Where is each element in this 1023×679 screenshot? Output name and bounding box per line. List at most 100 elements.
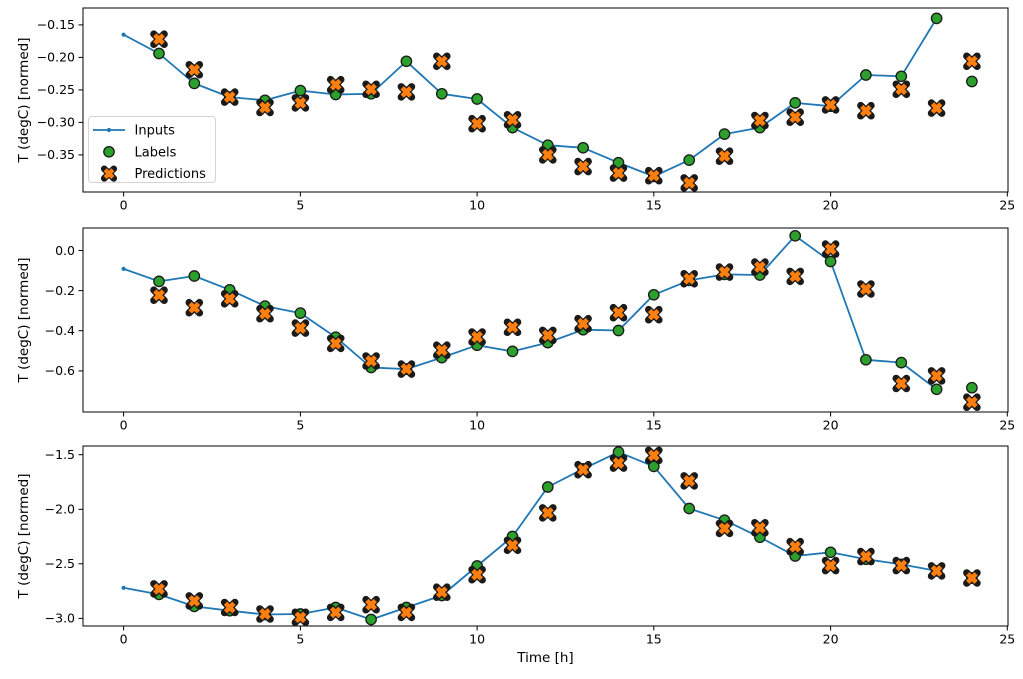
input-point-marker [121, 585, 126, 590]
prediction-x-marker [963, 569, 981, 587]
prediction-x-marker [362, 352, 380, 370]
x-marker-fill [930, 102, 943, 114]
prediction-x-marker [256, 98, 274, 117]
legend-label: Predictions [135, 167, 207, 182]
x-marker-fill [718, 266, 731, 278]
x-marker-fill [612, 457, 625, 469]
label-circle-marker [471, 93, 483, 105]
label-circle-marker [683, 154, 696, 166]
legend-row: Labels [103, 145, 177, 160]
label-circle-marker [824, 255, 837, 268]
y-tick-label: −3.0 [45, 611, 75, 626]
prediction-x-marker [503, 318, 522, 337]
legend-inputs-dot-sample [106, 127, 112, 133]
y-tick-label: −0.15 [37, 17, 75, 32]
prediction-x-marker [432, 341, 451, 360]
x-marker-fill [435, 55, 448, 68]
panel-2-inputs-line [121, 233, 939, 392]
panel-3-labels-scatter [153, 446, 978, 626]
prediction-x-marker [185, 592, 204, 610]
x-marker-fill [471, 117, 483, 130]
prediction-x-marker [857, 101, 875, 120]
panel-3-predictions-scatter [150, 446, 981, 627]
x-marker-fill [329, 606, 342, 619]
panel-3: −1.5 −2.0 −2.5 −3.0 0 5 10 15 20 25 T (degC) [norm… [16, 445, 1015, 666]
x-marker-fill [471, 331, 483, 343]
label-circle-marker [824, 546, 837, 559]
label-circle-marker [647, 288, 660, 301]
x-tick-label: 15 [646, 632, 662, 647]
prediction-x-marker [644, 166, 663, 185]
x-marker-fill [824, 99, 837, 111]
label-circle-marker [966, 75, 978, 88]
x-marker-fill [541, 329, 554, 342]
prediction-x-marker [150, 286, 168, 305]
x-tick-label: 15 [646, 418, 662, 433]
x-tick-label: 0 [120, 198, 128, 213]
legend-label: Inputs [135, 124, 176, 139]
label-circle-marker [294, 84, 307, 97]
prediction-x-marker [786, 108, 805, 126]
label-circle-marker [930, 383, 943, 396]
y-tick-label: −0.6 [45, 363, 75, 378]
x-axis-label: Time [h] [516, 650, 573, 666]
x-tick-label: 0 [120, 418, 128, 433]
panel-2-y-axis: 0.0 −0.2 −0.4 −0.6 [45, 243, 83, 378]
panel-2-x-axis: 0 5 10 15 20 25 [120, 412, 1015, 433]
prediction-x-marker [574, 460, 592, 479]
x-marker-fill [365, 355, 377, 367]
x-tick-label: 25 [999, 198, 1015, 213]
panel-3-inputs-line [121, 450, 939, 622]
prediction-x-marker [291, 94, 310, 112]
x-marker-fill [612, 306, 625, 319]
label-circle-marker [365, 613, 377, 626]
x-marker-fill [789, 270, 802, 283]
x-marker-fill [541, 507, 554, 519]
prediction-x-marker [609, 454, 628, 472]
prediction-x-marker [362, 80, 380, 99]
prediction-x-marker [821, 240, 840, 258]
x-marker-fill [188, 595, 201, 607]
label-circle-marker [188, 77, 201, 90]
x-marker-fill [930, 370, 943, 382]
x-marker-fill [365, 83, 377, 96]
panel-3-y-axis: −1.5 −2.0 −2.5 −3.0 [45, 447, 83, 626]
legend-box [88, 116, 216, 183]
x-marker-fill [754, 261, 766, 273]
x-marker-fill [577, 317, 589, 330]
prediction-x-marker [397, 83, 416, 101]
panel-border [82, 445, 1009, 627]
x-marker-fill [188, 301, 201, 314]
inputs-polyline [123, 234, 938, 391]
panel-1-inputs-line [121, 16, 939, 179]
prediction-x-marker [326, 603, 345, 622]
prediction-x-marker [715, 263, 734, 281]
x-marker-fill [718, 150, 731, 163]
prediction-x-marker [362, 595, 380, 614]
x-marker-fill [153, 289, 165, 302]
x-marker-fill [789, 540, 802, 553]
x-tick-label: 10 [469, 632, 485, 647]
x-marker-fill [895, 377, 908, 390]
x-marker-fill [435, 344, 448, 357]
y-tick-label: −1.5 [45, 447, 75, 462]
x-marker-fill [400, 363, 413, 375]
x-marker-fill [329, 78, 342, 91]
y-tick-label: 0.0 [55, 243, 75, 258]
label-circle-marker [612, 446, 625, 458]
legend-row: Predictions [100, 165, 207, 182]
panel-1: −0.15 −0.20 −0.25 −0.30 −0.35 0 5 10 15 20 25 T (de… [16, 7, 1015, 213]
prediction-x-marker [892, 374, 911, 393]
x-marker-fill [966, 396, 978, 409]
panel-3-x-axis: 0 5 10 15 20 25 [120, 626, 1015, 647]
x-marker-fill [683, 177, 696, 189]
x-marker-fill [103, 168, 115, 179]
x-tick-label: 5 [296, 632, 304, 647]
prediction-x-marker [291, 608, 310, 627]
x-tick-label: 25 [999, 632, 1015, 647]
label-circle-marker [612, 156, 625, 169]
x-marker-fill [506, 539, 519, 552]
x-marker-fill [647, 308, 660, 321]
prediction-x-marker [609, 303, 628, 322]
